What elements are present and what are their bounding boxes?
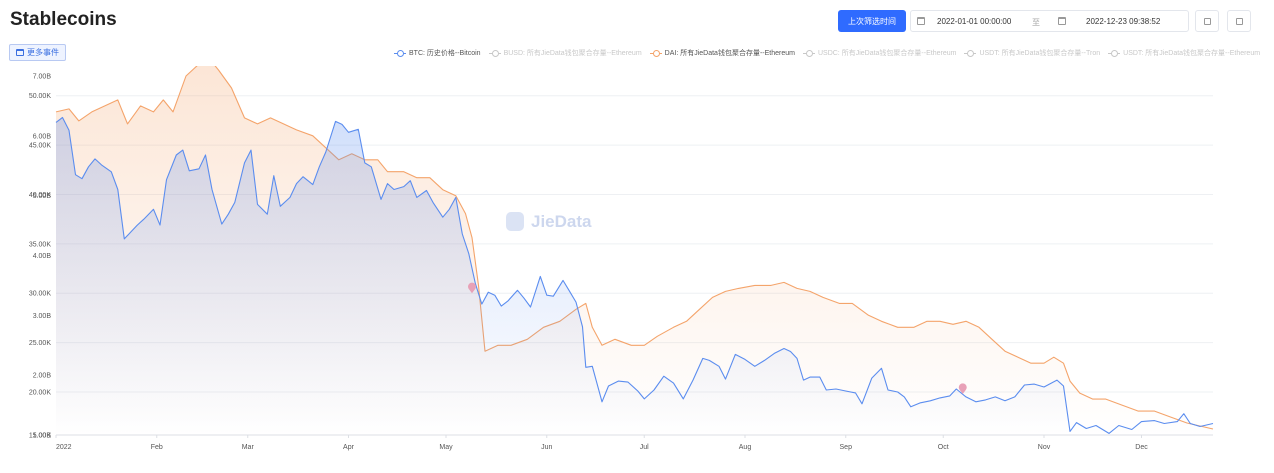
y-tick-label: 40.00K — [29, 192, 52, 199]
download-button[interactable] — [1227, 10, 1251, 32]
legend-label: BTC: 历史价格--Bitcoin — [409, 50, 481, 57]
legend-item[interactable]: BTC: 历史价格--Bitcoin — [394, 48, 481, 58]
watermark: JieData — [531, 212, 592, 231]
legend-label: DAI: 所有JieData钱包聚合存量--Ethereum — [664, 50, 795, 57]
line-chart: 50.00K 45.00K 40.00K 35.00K 30.00K 25.00K 20.0… — [29, 66, 1214, 451]
legend-label: USDT: 所有JieData钱包聚合存量--Ethereum — [1123, 50, 1261, 57]
download-icon — [1236, 18, 1243, 25]
chart-legend: BTC: 历史价格--Bitcoin BUSD: 所有JieData钱包聚合存量-… — [394, 48, 1260, 58]
y-tick-label: 20.00K — [29, 389, 52, 396]
legend-marker-icon — [802, 49, 815, 57]
legend-marker-icon — [394, 49, 406, 57]
more-events-label: 更多事件 — [27, 48, 59, 57]
legend-item[interactable]: USDT: 所有JieData钱包聚合存量--Tron — [964, 48, 1100, 58]
y-tick-label: 7.00B — [33, 74, 52, 81]
x-tick-label: Apr — [343, 444, 355, 451]
x-tick-label: 2022 — [56, 444, 72, 451]
more-events-button[interactable]: 更多事件 — [9, 44, 66, 61]
legend-label: BUSD: 所有JieData钱包聚合存量--Ethereum — [503, 50, 642, 57]
y-tick-label: 5.00B — [33, 193, 52, 200]
calendar-icon — [16, 49, 24, 56]
y-tick-label: 35.00K — [29, 241, 52, 248]
date-to[interactable]: 2022-12-23 09:38:52 — [1086, 17, 1161, 26]
calendar-icon — [917, 17, 925, 25]
y-tick-label: 6.00B — [33, 133, 52, 140]
x-tick-label: May — [439, 444, 453, 451]
share-button[interactable] — [1195, 10, 1219, 32]
y-tick-label: 25.00K — [29, 340, 52, 347]
x-tick-label: Jul — [640, 444, 649, 451]
y-tick-label: 2.00B — [33, 373, 52, 380]
watermark-logo-icon — [506, 212, 524, 231]
x-tick-label: Feb — [151, 444, 163, 451]
legend-item[interactable]: BUSD: 所有JieData钱包聚合存量--Ethereum — [488, 48, 642, 58]
x-tick-label: Jun — [541, 444, 552, 451]
y-tick-label: 1.00B — [33, 433, 52, 440]
x-tick-label: Sep — [840, 444, 853, 451]
y-tick-label: 30.00K — [29, 291, 52, 298]
event-marker-icon — [958, 383, 967, 394]
legend-label: USDC: 所有JieData钱包聚合存量--Ethereum — [817, 50, 957, 57]
date-separator: 至 — [1032, 18, 1040, 27]
date-from[interactable]: 2022-01-01 00:00:00 — [937, 17, 1012, 26]
x-tick-label: Nov — [1038, 444, 1051, 451]
y-tick-label: 45.00K — [29, 143, 52, 150]
y-tick-label: 50.00K — [29, 93, 52, 100]
x-tick-label: Oct — [938, 444, 949, 451]
legend-label: USDT: 所有JieData钱包聚合存量--Tron — [979, 50, 1101, 57]
x-tick-label: Mar — [242, 444, 255, 451]
y-tick-label: 3.00B — [33, 313, 52, 320]
btc-series-line — [55, 116, 1214, 434]
x-tick-label: Aug — [739, 444, 752, 451]
legend-marker-icon — [649, 49, 662, 57]
calendar-icon — [1058, 17, 1066, 25]
dai-series-line — [55, 66, 1214, 430]
legend-marker-icon — [488, 49, 501, 57]
legend-item[interactable]: USDC: 所有JieData钱包聚合存量--Ethereum — [802, 48, 957, 58]
x-tick-label: Dec — [1135, 444, 1148, 451]
last-filter-time-button[interactable]: 上次筛选时间 — [838, 10, 906, 32]
share-icon — [1204, 18, 1211, 25]
page-title: Stablecoins — [10, 9, 117, 30]
legend-marker-icon — [1108, 49, 1121, 57]
y-tick-label: 4.00B — [33, 253, 52, 260]
date-range-picker[interactable]: 2022-01-01 00:00:00 至 2022-12-23 09:38:5… — [910, 10, 1189, 32]
event-marker-icon — [468, 282, 476, 294]
btc-series-area — [56, 117, 1213, 435]
y-tick-label: 15.00K — [29, 433, 52, 440]
legend-item[interactable]: USDT: 所有JieData钱包聚合存量--Ethereum — [1108, 48, 1260, 58]
legend-item[interactable]: DAI: 所有JieData钱包聚合存量--Ethereum — [649, 48, 795, 58]
legend-marker-icon — [964, 49, 977, 57]
